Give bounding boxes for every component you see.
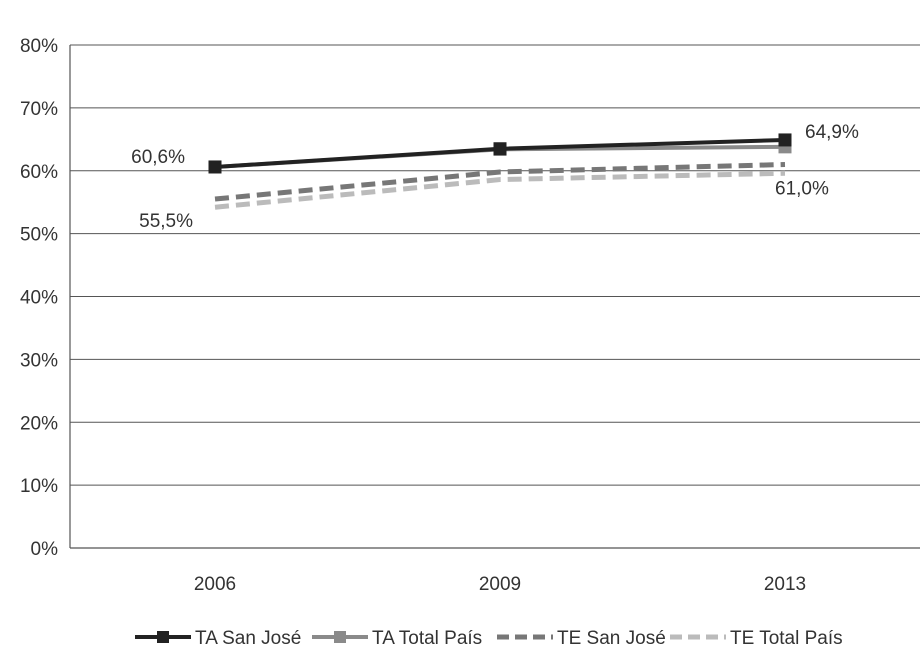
series-line-3 <box>214 170 786 210</box>
y-tick-label: 20% <box>20 413 58 434</box>
y-axis-ticks: 0% 10% 20% 30% 40% 50% 60% 70% 80% <box>20 36 58 560</box>
y-tick-label: 30% <box>20 350 58 371</box>
x-tick-label: 2009 <box>479 574 521 595</box>
data-label: 60,6% <box>131 147 185 168</box>
legend-label: TE San José <box>557 628 666 649</box>
series-point-0 <box>493 142 507 156</box>
data-label: 55,5% <box>139 211 193 232</box>
y-tick-label: 60% <box>20 162 58 183</box>
data-label: 64,9% <box>805 122 859 143</box>
legend-swatch-marker <box>157 631 169 643</box>
legend-label: TA San José <box>195 628 301 649</box>
grid <box>69 44 920 549</box>
series-lines <box>208 133 792 210</box>
y-tick-label: 50% <box>20 225 58 246</box>
data-labels: 60,6% 55,5% 64,9% 61,0% <box>131 122 859 232</box>
series-line-2 <box>214 161 786 202</box>
y-tick-label: 70% <box>20 99 58 120</box>
series-point-0 <box>778 133 792 147</box>
x-axis-ticks: 2006 2009 2013 <box>194 574 806 595</box>
legend-swatch-marker <box>334 631 346 643</box>
legend: TA San José TA Total País TE San José TE To… <box>135 628 843 649</box>
data-label: 61,0% <box>775 178 829 199</box>
y-tick-label: 0% <box>31 539 59 560</box>
x-tick-label: 2013 <box>764 574 806 595</box>
y-tick-label: 10% <box>20 476 58 497</box>
legend-label: TA Total País <box>372 628 482 649</box>
y-tick-label: 80% <box>20 36 58 57</box>
legend-label: TE Total País <box>730 628 843 649</box>
y-tick-label: 40% <box>20 288 58 309</box>
series-point-0 <box>208 160 222 174</box>
x-tick-label: 2006 <box>194 574 236 595</box>
